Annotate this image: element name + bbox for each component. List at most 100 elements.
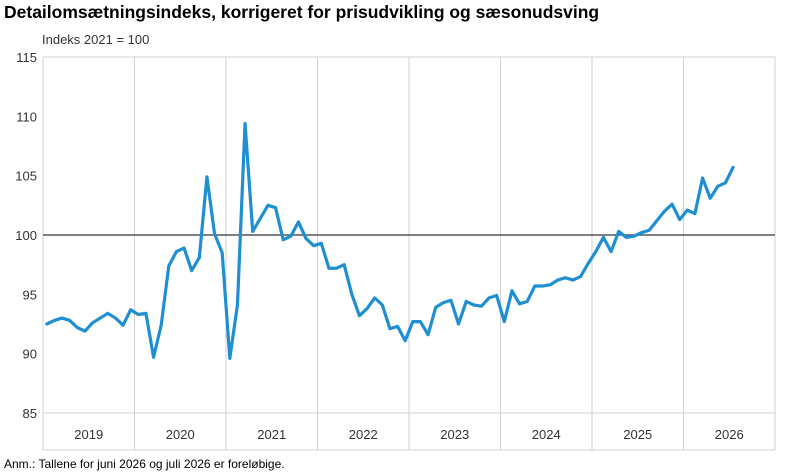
data-point <box>655 219 659 223</box>
data-point <box>663 209 666 213</box>
data-point <box>228 357 232 360</box>
data-point <box>365 307 369 310</box>
data-point <box>251 230 255 233</box>
data-point <box>75 326 79 329</box>
data-point <box>380 303 384 307</box>
data-point <box>266 203 270 207</box>
data-point <box>708 196 712 200</box>
data-point <box>716 184 720 188</box>
x-tick-label: 2025 <box>623 427 652 442</box>
x-tick-label: 2021 <box>257 427 286 442</box>
data-point <box>182 246 186 250</box>
data-point <box>617 230 621 233</box>
data-point <box>190 269 194 272</box>
x-tick-label: 2024 <box>532 427 561 442</box>
data-point <box>586 262 590 265</box>
chart-title: Detailomsætningsindeks, korrigeret for p… <box>4 2 600 22</box>
data-point <box>60 316 64 320</box>
data-point <box>541 284 544 288</box>
y-tick-label: 90 <box>23 347 37 362</box>
data-point <box>335 266 338 270</box>
data-point <box>426 333 430 337</box>
data-point <box>647 228 651 232</box>
data-point <box>83 329 87 333</box>
x-tick-labels: 2019 2020 2021 2022 2023 2024 2025 2026 <box>74 427 743 442</box>
x-tick-label: 2022 <box>349 427 378 442</box>
data-point <box>731 165 735 169</box>
data-point <box>419 320 422 324</box>
y-tick-label: 95 <box>23 287 37 302</box>
x-tick-label: 2020 <box>166 427 195 442</box>
data-point <box>236 303 239 307</box>
data-point <box>533 284 537 288</box>
data-point <box>152 355 155 359</box>
data-point <box>297 220 300 224</box>
data-point <box>274 206 277 210</box>
data-point <box>68 319 72 322</box>
x-tick-label: 2023 <box>440 427 469 442</box>
data-point <box>571 278 575 282</box>
data-point <box>281 238 285 242</box>
x-tick-label: 2026 <box>715 427 744 442</box>
data-point <box>388 327 392 331</box>
y-tick-label: 100 <box>15 228 37 243</box>
y-tick-label: 85 <box>23 406 37 421</box>
data-point <box>472 303 476 307</box>
data-point <box>53 319 56 322</box>
data-point <box>319 241 323 245</box>
data-point <box>518 302 521 306</box>
y-tick-label: 110 <box>16 109 37 124</box>
data-point <box>685 208 689 212</box>
data-point <box>510 289 514 293</box>
data-point <box>609 250 613 254</box>
data-point <box>213 232 216 236</box>
data-point <box>449 298 453 302</box>
data-point <box>159 323 163 327</box>
data-point <box>45 322 49 326</box>
data-point <box>312 244 316 248</box>
data-point <box>220 251 224 255</box>
data-point <box>358 314 361 318</box>
data-point <box>342 263 346 267</box>
data-point <box>480 304 483 308</box>
data-point <box>563 276 567 280</box>
data-point <box>396 324 399 328</box>
data-point <box>144 311 148 315</box>
data-point <box>327 266 331 270</box>
data-point <box>434 305 438 309</box>
data-point <box>350 292 354 296</box>
y-tick-label: 105 <box>15 169 37 184</box>
series-line <box>45 121 735 361</box>
y-axis-unit-label: Indeks 2021 = 100 <box>42 32 150 47</box>
data-point <box>121 323 125 327</box>
data-point <box>91 321 94 325</box>
data-point <box>167 264 171 268</box>
data-point <box>556 278 560 282</box>
data-point <box>441 301 445 305</box>
data-point <box>129 308 133 312</box>
data-point <box>724 181 727 185</box>
y-tick-labels: 85 90 95 100 105 110 115 <box>15 50 37 421</box>
data-point <box>136 313 140 316</box>
data-point <box>258 216 262 220</box>
data-point <box>495 294 499 297</box>
data-point <box>98 316 102 320</box>
data-point <box>289 234 293 238</box>
data-point <box>487 296 491 300</box>
data-point <box>175 250 178 254</box>
data-point <box>624 235 628 239</box>
data-point <box>594 250 598 254</box>
data-point <box>632 234 636 238</box>
data-point <box>197 256 201 259</box>
data-point <box>243 122 247 125</box>
data-point <box>114 316 117 320</box>
data-point <box>640 231 643 235</box>
data-point <box>464 300 468 303</box>
data-point <box>106 311 110 315</box>
series-group <box>45 121 735 361</box>
data-point <box>205 175 209 179</box>
data-point <box>403 339 407 343</box>
data-point <box>602 235 605 239</box>
data-point <box>411 320 415 324</box>
